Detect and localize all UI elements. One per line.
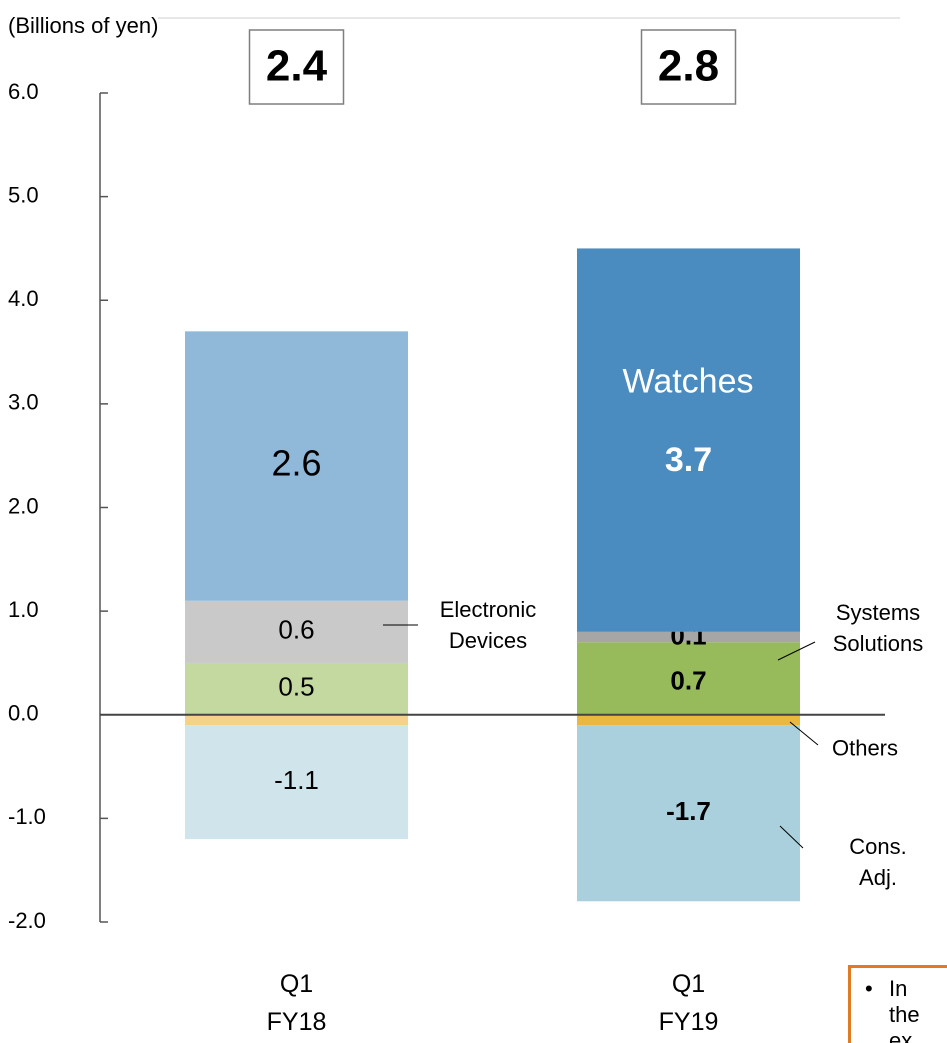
- total-box: [248, 29, 345, 105]
- leader-line: [777, 641, 816, 661]
- bullet: •: [865, 976, 873, 1001]
- note-line: In •: [865, 976, 908, 1001]
- note-line: the: [889, 1002, 920, 1027]
- bar-segment: [185, 662, 408, 715]
- data-label: 0.5: [278, 672, 314, 702]
- series-name: Others: [831, 735, 899, 761]
- y-tick-label: 2.0: [8, 493, 39, 518]
- bar-segment: [185, 331, 408, 601]
- series-name: Systems Solutions: [832, 600, 924, 656]
- leader-line: [779, 825, 804, 849]
- y-tick-label: -2.0: [8, 908, 46, 933]
- data-label: 0.6: [278, 615, 314, 645]
- bar-segment: [577, 248, 800, 632]
- data-label: 2.6: [271, 443, 321, 484]
- y-tick-label: 0.0: [8, 701, 39, 726]
- y-axis-label: (Billions of yen): [0, 0, 159, 38]
- total-label: 2.8: [658, 42, 719, 91]
- note-box: In • the ex: [848, 965, 947, 1043]
- x-tick-label: Q1 FY18: [266, 970, 327, 1036]
- note-line: ex: [889, 1028, 913, 1043]
- data-label: -1.1: [274, 765, 319, 795]
- bar-segment: [577, 642, 800, 715]
- bar-segment: [577, 725, 800, 902]
- bar-segment: [577, 714, 800, 726]
- y-tick-label: 5.0: [8, 182, 39, 207]
- data-label: -1.7: [666, 796, 711, 826]
- y-tick-label: 6.0: [8, 79, 39, 104]
- x-tick-label: Q1 FY19: [658, 970, 719, 1036]
- total-box: [640, 29, 737, 105]
- leader-line: [789, 721, 819, 746]
- data-label: 3.7: [665, 441, 712, 479]
- bar-segment: [185, 725, 408, 840]
- bar-segment: [185, 714, 408, 726]
- series-name: Cons. Adj.: [849, 834, 907, 890]
- bar-segment: [577, 631, 800, 643]
- series-name: Watches: [622, 362, 754, 401]
- bar-segment: [185, 600, 408, 663]
- series-name: Electronic Devices: [439, 597, 537, 653]
- y-tick-label: 1.0: [8, 597, 39, 622]
- y-tick-label: 4.0: [8, 286, 39, 311]
- total-label: 2.4: [266, 42, 328, 91]
- data-label: 0.7: [670, 665, 706, 695]
- y-tick-label: 3.0: [8, 390, 39, 415]
- y-tick-label: -1.0: [8, 804, 46, 829]
